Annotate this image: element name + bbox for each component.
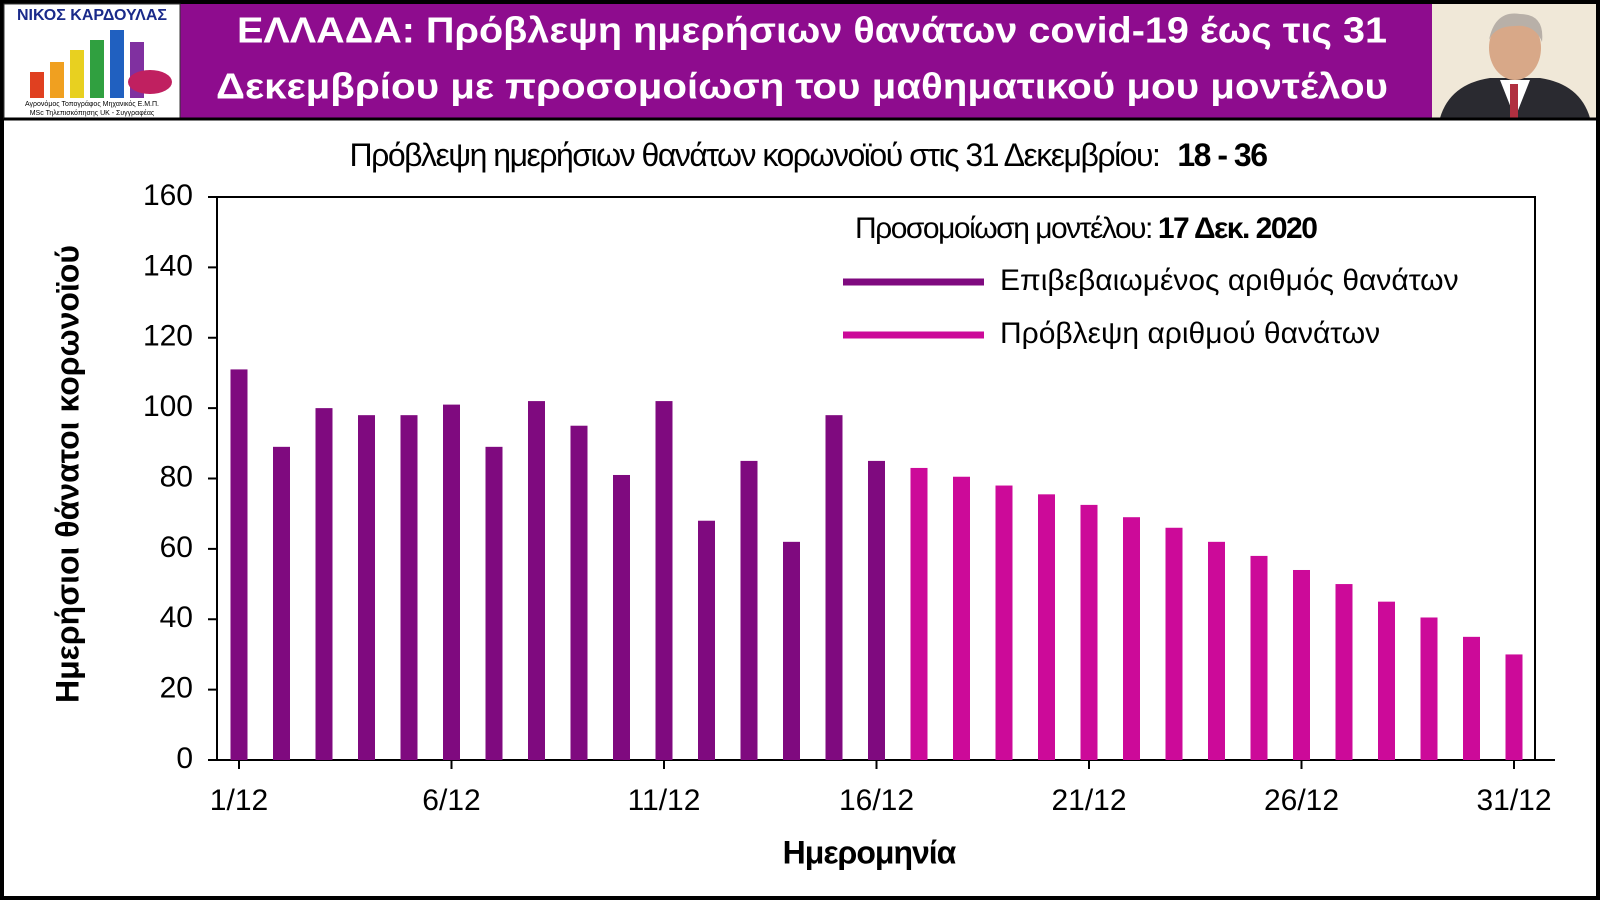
bar <box>613 474 630 760</box>
bar <box>358 415 375 760</box>
bar <box>953 476 970 760</box>
bar <box>655 401 673 760</box>
x-tick-label: 6/12 <box>422 784 480 817</box>
legend-label: Επιβεβαιωμένος αριθμός θανάτων <box>1000 264 1459 297</box>
bar <box>868 460 885 760</box>
y-tick-label: 120 <box>143 320 193 353</box>
legend-label: Πρόβλεψη αριθμού θανάτων <box>1000 317 1380 350</box>
photo-figure <box>1440 13 1590 118</box>
annotation: Προσομοίωση μοντέλου: 17 Δεκ. 2020 <box>855 212 1317 245</box>
bar <box>1463 636 1480 760</box>
y-tick-label: 100 <box>143 390 193 423</box>
y-tick-label: 0 <box>176 742 193 775</box>
y-tick-label: 40 <box>160 601 193 634</box>
bar <box>910 467 928 760</box>
bar <box>273 446 290 760</box>
bar <box>315 408 333 760</box>
bar <box>1165 527 1183 760</box>
y-tick-label: 160 <box>143 179 193 212</box>
bar <box>783 541 800 760</box>
bar <box>1208 541 1225 760</box>
x-axis-label: Ημερομηνία <box>783 834 957 870</box>
x-tick-label: 26/12 <box>1264 784 1339 817</box>
y-tick-label: 140 <box>143 249 193 282</box>
x-tick-label: 21/12 <box>1051 784 1126 817</box>
y-tick-label: 60 <box>160 531 193 564</box>
subtitle-range: 18 - 36 <box>1177 137 1267 173</box>
bar <box>400 415 418 760</box>
y-axis-label: Ημερήσιοι θάνατοι κορωνοϊού <box>49 245 85 703</box>
bar <box>443 404 460 760</box>
annotation-date: 17 Δεκ. 2020 <box>1158 212 1317 245</box>
x-tick-label: 11/12 <box>628 784 701 817</box>
bar <box>230 369 248 760</box>
bar <box>1335 584 1353 760</box>
logo-graphic <box>30 30 172 98</box>
header-title: ΕΛΛΑΔΑ: Πρόβλεψη ημερήσιων θανάτων covid… <box>237 10 1387 51</box>
bar <box>1420 617 1438 760</box>
bar <box>1505 654 1523 760</box>
bar <box>528 401 545 760</box>
logo-name: ΝΙΚΟΣ ΚΑΡΔΟΥΛΑΣ <box>17 7 167 24</box>
bar <box>825 415 843 760</box>
bar <box>995 485 1013 760</box>
y-tick-label: 80 <box>160 460 193 493</box>
bar <box>698 520 715 760</box>
bar <box>740 460 758 760</box>
header-banner <box>4 4 1596 118</box>
bar <box>1080 504 1098 760</box>
bar <box>1293 569 1310 760</box>
y-tick-label: 20 <box>160 672 193 705</box>
chart-subtitle: Πρόβλεψη ημερήσιων θανάτων κορωνοϊού στι… <box>350 137 1268 173</box>
logo-caption: Αγρονόμος Τοπογράφος Μηχανικός Ε.Μ.Π. <box>25 100 159 108</box>
logo-caption: MSc Τηλεπισκόπησης UK - Συγγραφέας <box>30 109 155 117</box>
x-tick-label: 1/12 <box>210 784 268 817</box>
x-tick-label: 16/12 <box>839 784 914 817</box>
bar <box>1038 494 1055 760</box>
bar <box>1123 517 1140 760</box>
header-title: Δεκεμβρίου με προσομοίωση του μαθηματικο… <box>216 66 1388 107</box>
bar <box>1378 601 1395 760</box>
subtitle-text: Πρόβλεψη ημερήσιων θανάτων κορωνοϊού στι… <box>350 137 1160 173</box>
annotation-text: Προσομοίωση μοντέλου: <box>855 212 1152 245</box>
bar <box>570 425 588 760</box>
x-tick-label: 31/12 <box>1476 784 1551 817</box>
bar <box>1250 555 1268 760</box>
bar <box>485 446 503 760</box>
